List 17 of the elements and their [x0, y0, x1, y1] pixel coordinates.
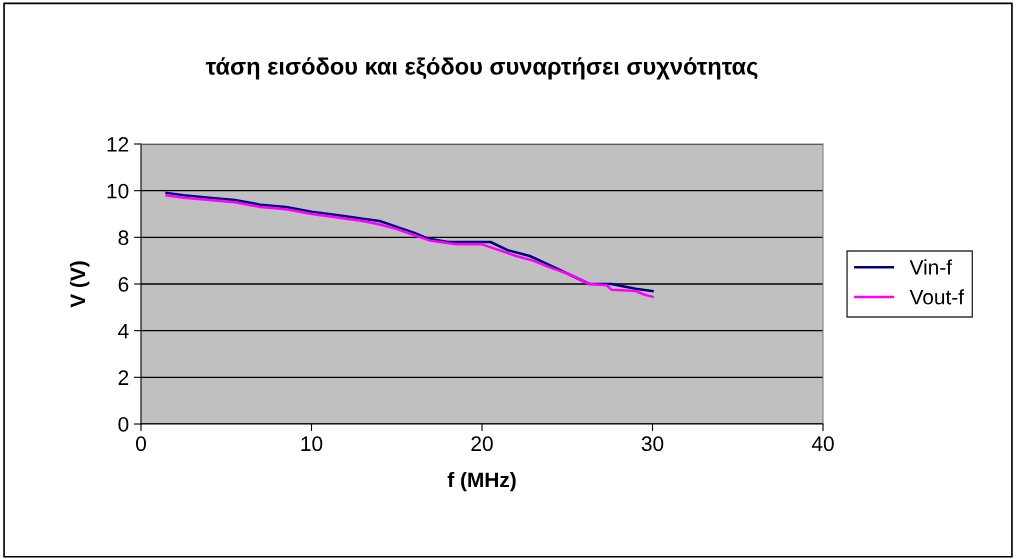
- x-axis-title: f (MHz): [447, 471, 516, 492]
- x-tick-label: 30: [641, 436, 664, 452]
- y-tick-label: 10: [107, 183, 129, 199]
- y-tick-label: 8: [118, 230, 129, 246]
- chart-title: τάση εισόδου και εξόδου συναρτήσει συχνότητας: [205, 57, 758, 80]
- y-axis-title: V (V): [69, 261, 90, 308]
- y-tick-label: 0: [118, 417, 129, 432]
- legend-label: Vin-f: [909, 259, 953, 275]
- y-tick-label: 2: [118, 370, 129, 385]
- x-tick-label: 10: [301, 436, 323, 452]
- x-tick-label: 20: [471, 436, 493, 452]
- y-tick-label: 6: [118, 277, 129, 292]
- x-tick-label: 0: [136, 436, 146, 452]
- y-tick-label: 12: [107, 137, 129, 152]
- legend-label: Vout-f: [909, 289, 965, 305]
- y-tick-label: 4: [118, 323, 129, 339]
- x-tick-label: 40: [811, 436, 834, 452]
